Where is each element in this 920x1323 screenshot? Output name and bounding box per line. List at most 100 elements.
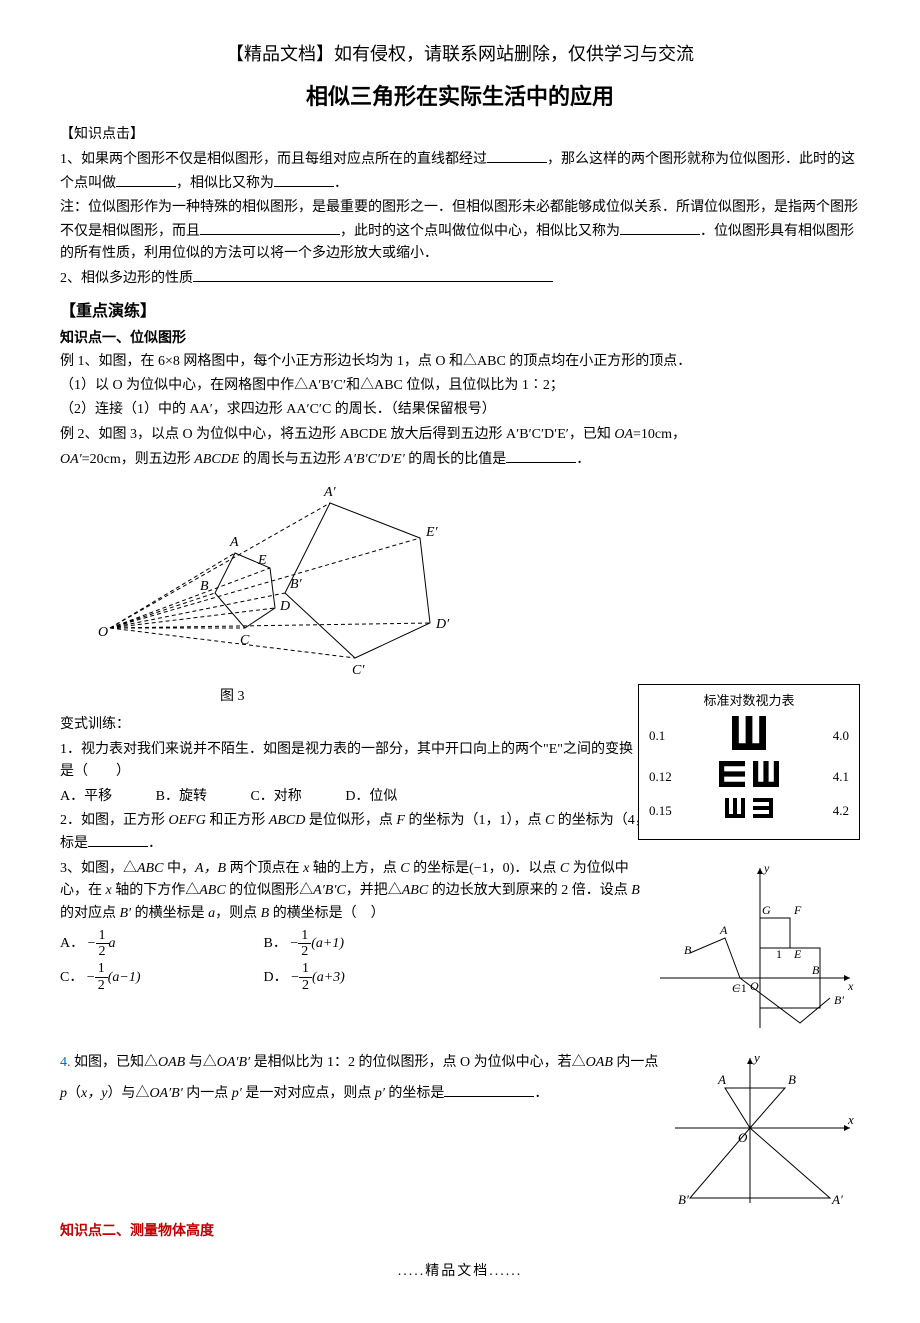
cha-expr: a xyxy=(109,936,116,951)
eye-right-num: 4.1 xyxy=(817,767,849,788)
svg-text:O: O xyxy=(750,979,759,993)
eye-chart-title: 标准对数视力表 xyxy=(649,691,849,712)
svg-text:B: B xyxy=(684,943,692,957)
homothety-figure: y x O A B A′ B′ xyxy=(670,1048,860,1216)
v3-c1: C xyxy=(400,861,409,876)
e-glyph-icon xyxy=(719,761,745,787)
v2-t2: 和正方形 xyxy=(206,813,269,828)
blank-2 xyxy=(116,172,176,187)
blank-9 xyxy=(444,1082,534,1097)
blank-3 xyxy=(274,172,334,187)
v4-oab3: OAB xyxy=(586,1055,613,1070)
v4-t2: 与△ xyxy=(185,1055,217,1070)
v4-t8: 是一对对应点，则点 xyxy=(242,1086,375,1101)
v3-t7: 轴的下方作△ xyxy=(112,883,200,898)
eye-right-num: 4.0 xyxy=(817,726,849,747)
ex2-l1b: =10cm， xyxy=(633,427,686,442)
ex2-l1a: 例 2、如图 3，以点 O 为位似中心，将五边形 ABCDE 放大后得到五边形 … xyxy=(60,427,614,442)
chd-expr: (a+3) xyxy=(312,970,345,985)
v4-xy: x，y xyxy=(81,1086,107,1101)
eye-left-num: 0.1 xyxy=(649,726,681,747)
svg-text:E: E xyxy=(257,553,267,568)
v4-num: 4. xyxy=(60,1055,71,1070)
ex1-l3: （2）连接（1）中的 AA′，求四边形 AA′C′C 的周长．（结果保留根号） xyxy=(60,399,860,421)
svg-text:y: y xyxy=(752,1050,760,1065)
k1d-text: ． xyxy=(334,176,348,191)
eye-left-num: 0.15 xyxy=(649,801,681,822)
v3-t14: 的横坐标是（ ） xyxy=(269,906,385,921)
v3-t8: 的位似图形△ xyxy=(226,883,314,898)
svg-text:B: B xyxy=(200,579,209,594)
note1-line: 注：位似图形作为一种特殊的相似图形，是最重要的图形之一．但相似图形未必都能够成位… xyxy=(60,197,860,265)
v3-abc1: ABC xyxy=(137,861,163,876)
v2-oefg: OEFG xyxy=(169,813,206,828)
svg-text:1: 1 xyxy=(776,947,782,961)
k2-line: 2、相似多边形的性质 xyxy=(60,267,860,290)
v3-t4: 轴的上方，点 xyxy=(309,861,400,876)
chd-pre: D． xyxy=(264,970,288,985)
ex2-p2: A′B′C′D′E′ xyxy=(344,452,404,467)
ex2-l2c: 的周长的比值是 xyxy=(405,452,507,467)
v4-t5: （ xyxy=(67,1086,81,1101)
v4-t7: 内一点 xyxy=(183,1086,232,1101)
v2-t3: 是位似形，点 xyxy=(305,813,396,828)
svg-text:F: F xyxy=(793,903,802,917)
ex2-oa: OA xyxy=(614,427,633,442)
practice-head: 【重点演练】 xyxy=(60,299,860,325)
blank-1 xyxy=(487,148,547,163)
v3-t5: 的坐标是(−1，0)．以点 xyxy=(410,861,560,876)
k1c-text: ，相似比又称为 xyxy=(176,176,274,191)
e-glyph-icon xyxy=(732,716,766,750)
eye-glyphs xyxy=(681,716,817,757)
ex2-l2: OA′=20cm，则五边形 ABCDE 的周长与五边形 A′B′C′D′E′ 的… xyxy=(60,448,860,471)
blank-5 xyxy=(620,220,700,235)
v4-pp2: p′ xyxy=(375,1086,385,1101)
svg-text:B′: B′ xyxy=(834,993,844,1007)
v4-t6: ）与△ xyxy=(107,1086,149,1101)
chb-pre: B． xyxy=(264,936,287,951)
note1b: ，此时的这个点叫做位似中心，相似比又称为 xyxy=(340,224,620,239)
v3-t10: 的边长放大到原来的 2 倍．设点 xyxy=(428,883,631,898)
svg-text:A: A xyxy=(719,923,728,937)
svg-text:C: C xyxy=(240,633,250,648)
blank-6 xyxy=(193,267,553,282)
v3-abc3: A′B′C xyxy=(313,883,346,898)
v3-block: y x O G F E A B C B′ −1 1 B 3、如图，△ABC 中，… xyxy=(60,858,860,1046)
ex2-oap: OA′ xyxy=(60,452,82,467)
svg-text:A′: A′ xyxy=(831,1192,843,1207)
kp2-head: 知识点二、测量物体高度 xyxy=(60,1219,860,1241)
svg-text:O: O xyxy=(738,1130,748,1145)
v3-ab: A，B xyxy=(195,861,226,876)
svg-text:A: A xyxy=(229,535,239,550)
footer: .....精品文档...... xyxy=(60,1261,860,1283)
svg-text:D′: D′ xyxy=(435,617,450,632)
eye-chart: 标准对数视力表 0.1 4.0 0.124.1 0.15 4.2 xyxy=(638,684,860,839)
ex1-l1: 例 1、如图，在 6×8 网格图中，每个小正方形边长均为 1，点 O 和△ABC… xyxy=(60,351,860,373)
ex1-l2: （1）以 O 为位似中心，在网格图中作△A′B′C′和△ABC 位似，且位似比为… xyxy=(60,375,860,397)
v2-t1: 2．如图，正方形 xyxy=(60,813,169,828)
choice-d: D． −12(a+3) xyxy=(264,961,464,995)
ex2-l2b: 的周长与五边形 xyxy=(239,452,344,467)
blank-4 xyxy=(200,220,340,235)
svg-text:B: B xyxy=(812,963,820,977)
eye-row: 0.15 4.2 xyxy=(649,798,849,825)
eye-right-num: 4.2 xyxy=(817,801,849,822)
variation-block: 标准对数视力表 0.14.00.124.10.154.2 变式训练： 1．视力表… xyxy=(60,714,860,855)
v4-t9: 的坐标是 xyxy=(385,1086,445,1101)
svg-text:−1: −1 xyxy=(734,981,747,995)
ex2-l1: 例 2、如图 3，以点 O 为位似中心，将五边形 ABCDE 放大后得到五边形 … xyxy=(60,424,860,446)
svg-text:A: A xyxy=(717,1072,726,1087)
eye-glyphs xyxy=(681,761,817,794)
svg-text:A′: A′ xyxy=(323,485,337,500)
eye-row: 0.124.1 xyxy=(649,761,849,794)
svg-text:D: D xyxy=(279,599,290,614)
v3-abc4: ABC xyxy=(402,883,428,898)
svg-text:E: E xyxy=(793,947,802,961)
v3-b1: B xyxy=(631,883,640,898)
figure-3: O A E D C B A′ E′ D′ C′ B′ 图 3 xyxy=(80,478,860,709)
v3-t1: 3、如图，△ xyxy=(60,861,137,876)
v3-t13: ，则点 xyxy=(215,906,261,921)
v4-t4: 内一点 xyxy=(613,1055,659,1070)
ex2-l2a: =20cm，则五边形 xyxy=(82,452,195,467)
k2-text: 2、相似多边形的性质 xyxy=(60,271,193,286)
